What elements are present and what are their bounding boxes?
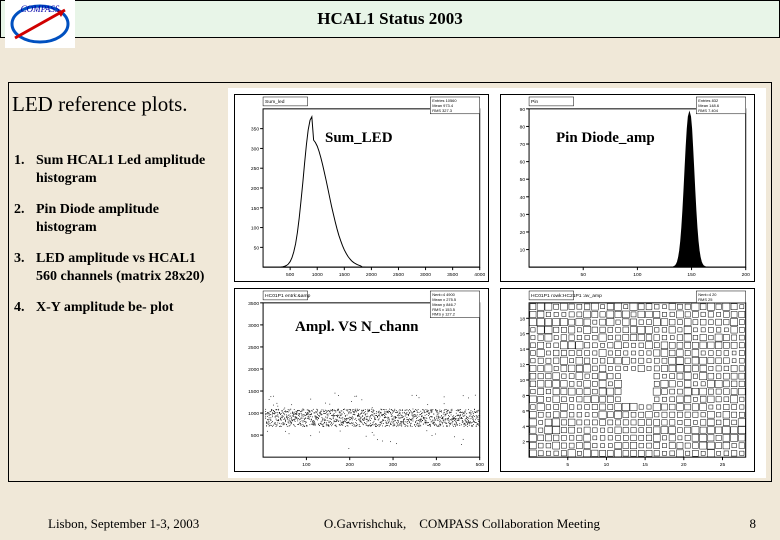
svg-text:25: 25	[720, 462, 726, 468]
svg-text:60: 60	[520, 160, 526, 166]
svg-text:50: 50	[520, 177, 526, 183]
svg-text:200: 200	[346, 462, 354, 468]
plot-pin-diode: 50100150200102030405060708090PinEntries …	[500, 94, 755, 282]
svg-text:400: 400	[432, 462, 440, 468]
item-list: 1. Sum HCAL1 Led amplitude histogram 2. …	[14, 152, 209, 331]
list-num: 1.	[14, 152, 36, 187]
footer: Lisbon, September 1-3, 2003 O.Gavrishchu…	[0, 516, 780, 532]
list-item: 1. Sum HCAL1 Led amplitude histogram	[14, 152, 209, 187]
svg-text:90: 90	[520, 107, 526, 113]
list-item: 2. Pin Diode amplitude histogram	[14, 201, 209, 236]
svg-text:RMS 25: RMS 25	[698, 297, 713, 302]
list-num: 3.	[14, 250, 36, 285]
svg-text:1000: 1000	[312, 272, 323, 278]
svg-text:500: 500	[286, 272, 294, 278]
svg-text:8: 8	[522, 393, 525, 399]
svg-text:70: 70	[520, 142, 526, 148]
svg-text:6: 6	[522, 409, 525, 415]
svg-text:10: 10	[520, 248, 526, 254]
svg-text:COMPASS: COMPASS	[21, 4, 60, 14]
svg-text:2: 2	[522, 440, 525, 446]
svg-text:150: 150	[251, 206, 259, 212]
svg-text:RMS y 127.2: RMS y 127.2	[432, 312, 455, 317]
svg-text:1000: 1000	[248, 411, 259, 417]
plot-ampl-vs-chan: 100 200 300 400 500 500 1000 1500 2000 2500 3000 35…	[234, 288, 489, 472]
svg-text:5: 5	[566, 462, 569, 468]
svg-text:20: 20	[681, 462, 687, 468]
svg-text:10: 10	[604, 462, 610, 468]
list-text: LED amplitude vs HCAL1 560 channels (mat…	[36, 250, 209, 285]
svg-text:350: 350	[251, 127, 259, 133]
svg-text:4000: 4000	[474, 272, 485, 278]
list-num: 2.	[14, 201, 36, 236]
svg-text:200: 200	[251, 186, 259, 192]
list-item: 4. X-Y amplitude be- plot	[14, 299, 209, 317]
svg-text:18: 18	[520, 316, 526, 322]
svg-text:100: 100	[633, 272, 641, 278]
list-text: Sum HCAL1 Led amplitude histogram	[36, 152, 209, 187]
svg-text:Sum_led: Sum_led	[265, 99, 285, 105]
svg-text:250: 250	[251, 166, 259, 172]
svg-text:1500: 1500	[339, 272, 350, 278]
svg-text:10: 10	[520, 378, 526, 384]
svg-text:500: 500	[476, 462, 484, 468]
list-text: X-Y amplitude be- plot	[36, 299, 209, 317]
svg-text:2500: 2500	[248, 345, 259, 351]
svg-text:3000: 3000	[420, 272, 431, 278]
compass-logo: COMPASS	[5, 0, 75, 48]
svg-text:HC01P1 entrk:&amp: HC01P1 entrk:&amp	[265, 293, 311, 299]
svg-text:300: 300	[389, 462, 397, 468]
plot-label-sum-led: Sum_LED	[325, 130, 393, 147]
header-bar: HCAL1 Status 2003	[0, 0, 780, 38]
list-item: 3. LED amplitude vs HCAL1 560 channels (…	[14, 250, 209, 285]
svg-text:RMS 7.404: RMS 7.404	[698, 108, 719, 113]
page-title: HCAL1 Status 2003	[317, 9, 462, 29]
plot-label-ampl: Ampl. VS N_chann	[295, 319, 419, 336]
svg-text:HC01P1 rowk:HC21P1 :av_amp: HC01P1 rowk:HC21P1 :av_amp	[531, 293, 602, 299]
svg-text:2000: 2000	[366, 272, 377, 278]
svg-text:100: 100	[251, 226, 259, 232]
svg-text:12: 12	[520, 363, 526, 369]
plots-panel: 5001000150020002500300035004000501001502…	[228, 88, 766, 478]
plot-xy-amp: 5 10 15 20 25 2 4 6 8 10 12 14 16 18 HC01P1 rowk:HC21P…	[500, 288, 755, 472]
svg-text:3500: 3500	[248, 301, 259, 307]
footer-center: O.Gavrishchuk, COMPASS Collaboration Mee…	[228, 516, 696, 532]
svg-text:2000: 2000	[248, 367, 259, 373]
svg-text:20: 20	[520, 230, 526, 236]
svg-text:RMS 327.3: RMS 327.3	[432, 108, 453, 113]
svg-text:15: 15	[642, 462, 648, 468]
svg-text:3500: 3500	[447, 272, 458, 278]
svg-text:500: 500	[251, 433, 259, 439]
list-num: 4.	[14, 299, 36, 317]
svg-text:50: 50	[580, 272, 586, 278]
svg-text:200: 200	[742, 272, 750, 278]
svg-text:150: 150	[687, 272, 695, 278]
svg-text:16: 16	[520, 332, 526, 338]
list-text: Pin Diode amplitude histogram	[36, 201, 209, 236]
svg-text:Pin: Pin	[531, 99, 538, 105]
svg-text:2500: 2500	[393, 272, 404, 278]
footer-page-number: 8	[696, 516, 756, 532]
svg-text:3000: 3000	[248, 323, 259, 329]
svg-text:40: 40	[520, 195, 526, 201]
svg-text:4: 4	[522, 424, 525, 430]
plot-label-pin-diode: Pin Diode_amp	[556, 130, 655, 147]
svg-text:80: 80	[520, 124, 526, 130]
section-subtitle: LED reference plots.	[12, 92, 188, 117]
svg-text:30: 30	[520, 212, 526, 218]
svg-text:300: 300	[251, 146, 259, 152]
svg-text:100: 100	[302, 462, 310, 468]
footer-left: Lisbon, September 1-3, 2003	[48, 516, 228, 532]
svg-text:50: 50	[254, 245, 260, 251]
plot-sum-led: 500 1000 1500 2000 2500 3000 3500 4000 50 100 150 2…	[234, 94, 489, 282]
svg-text:14: 14	[520, 347, 526, 353]
svg-text:1500: 1500	[248, 389, 259, 395]
